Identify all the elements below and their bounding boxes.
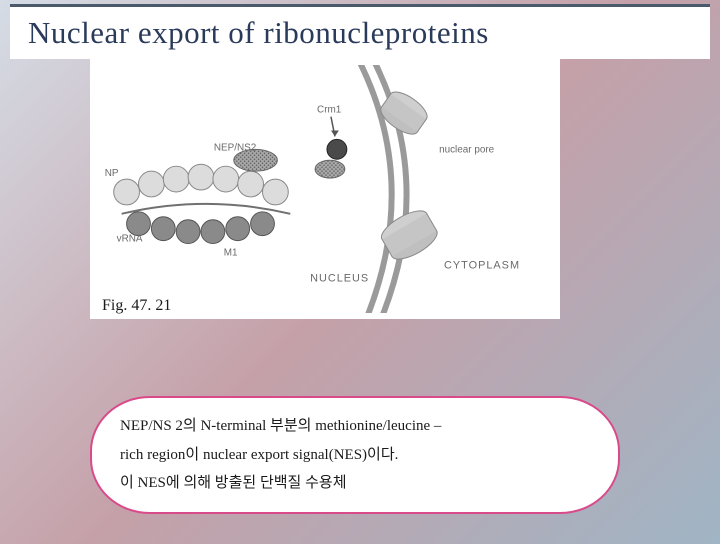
label-crm1: Crm1 [317,105,342,116]
diagram-svg: NP vRNA M1 NEP/NS2 Crm1 nuclear pore NUC… [96,65,554,313]
label-m1: M1 [224,247,238,258]
figure-panel: NP vRNA M1 NEP/NS2 Crm1 nuclear pore NUC… [90,59,560,319]
slide-title: Nuclear export of ribonucleproteins [28,15,692,51]
title-bar: Nuclear export of ribonucleproteins [10,4,710,59]
label-cytoplasm: CYTOPLASM [444,259,520,271]
callout-line-2: rich region이 nuclear export signal(NES)이… [120,444,590,467]
label-nucleus: NUCLEUS [310,272,369,284]
figure-caption: Fig. 47. 21 [100,297,173,315]
label-vrna: vRNA [117,234,143,245]
callout-line-1: NEP/NS 2의 N-terminal 부분의 methionine/leuc… [120,415,590,438]
rnp-complex [114,139,347,243]
callout: NEP/NS 2의 N-terminal 부분의 methionine/leuc… [90,344,650,534]
callout-bubble: NEP/NS 2의 N-terminal 부분의 methionine/leuc… [90,396,620,514]
label-pore: nuclear pore [439,144,495,155]
label-nep: NEP/NS2 [214,142,257,153]
callout-line-3: 이 NES에 의해 방출된 단백질 수용체 [120,472,590,495]
label-np: NP [105,168,119,179]
